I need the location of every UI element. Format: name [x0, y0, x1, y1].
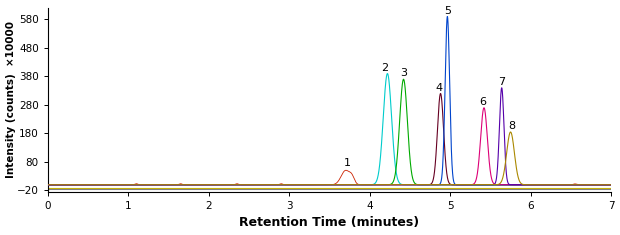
Text: 6: 6 — [479, 97, 486, 107]
Text: 2: 2 — [381, 63, 388, 73]
Text: 7: 7 — [498, 77, 506, 87]
Y-axis label: Intensity (counts)  ×10000: Intensity (counts) ×10000 — [6, 21, 16, 178]
Text: 8: 8 — [508, 121, 515, 131]
Text: 5: 5 — [445, 6, 452, 16]
Text: 4: 4 — [435, 83, 443, 93]
Text: 1: 1 — [343, 158, 351, 168]
X-axis label: Retention Time (minutes): Retention Time (minutes) — [239, 216, 420, 229]
Text: 3: 3 — [400, 68, 407, 78]
